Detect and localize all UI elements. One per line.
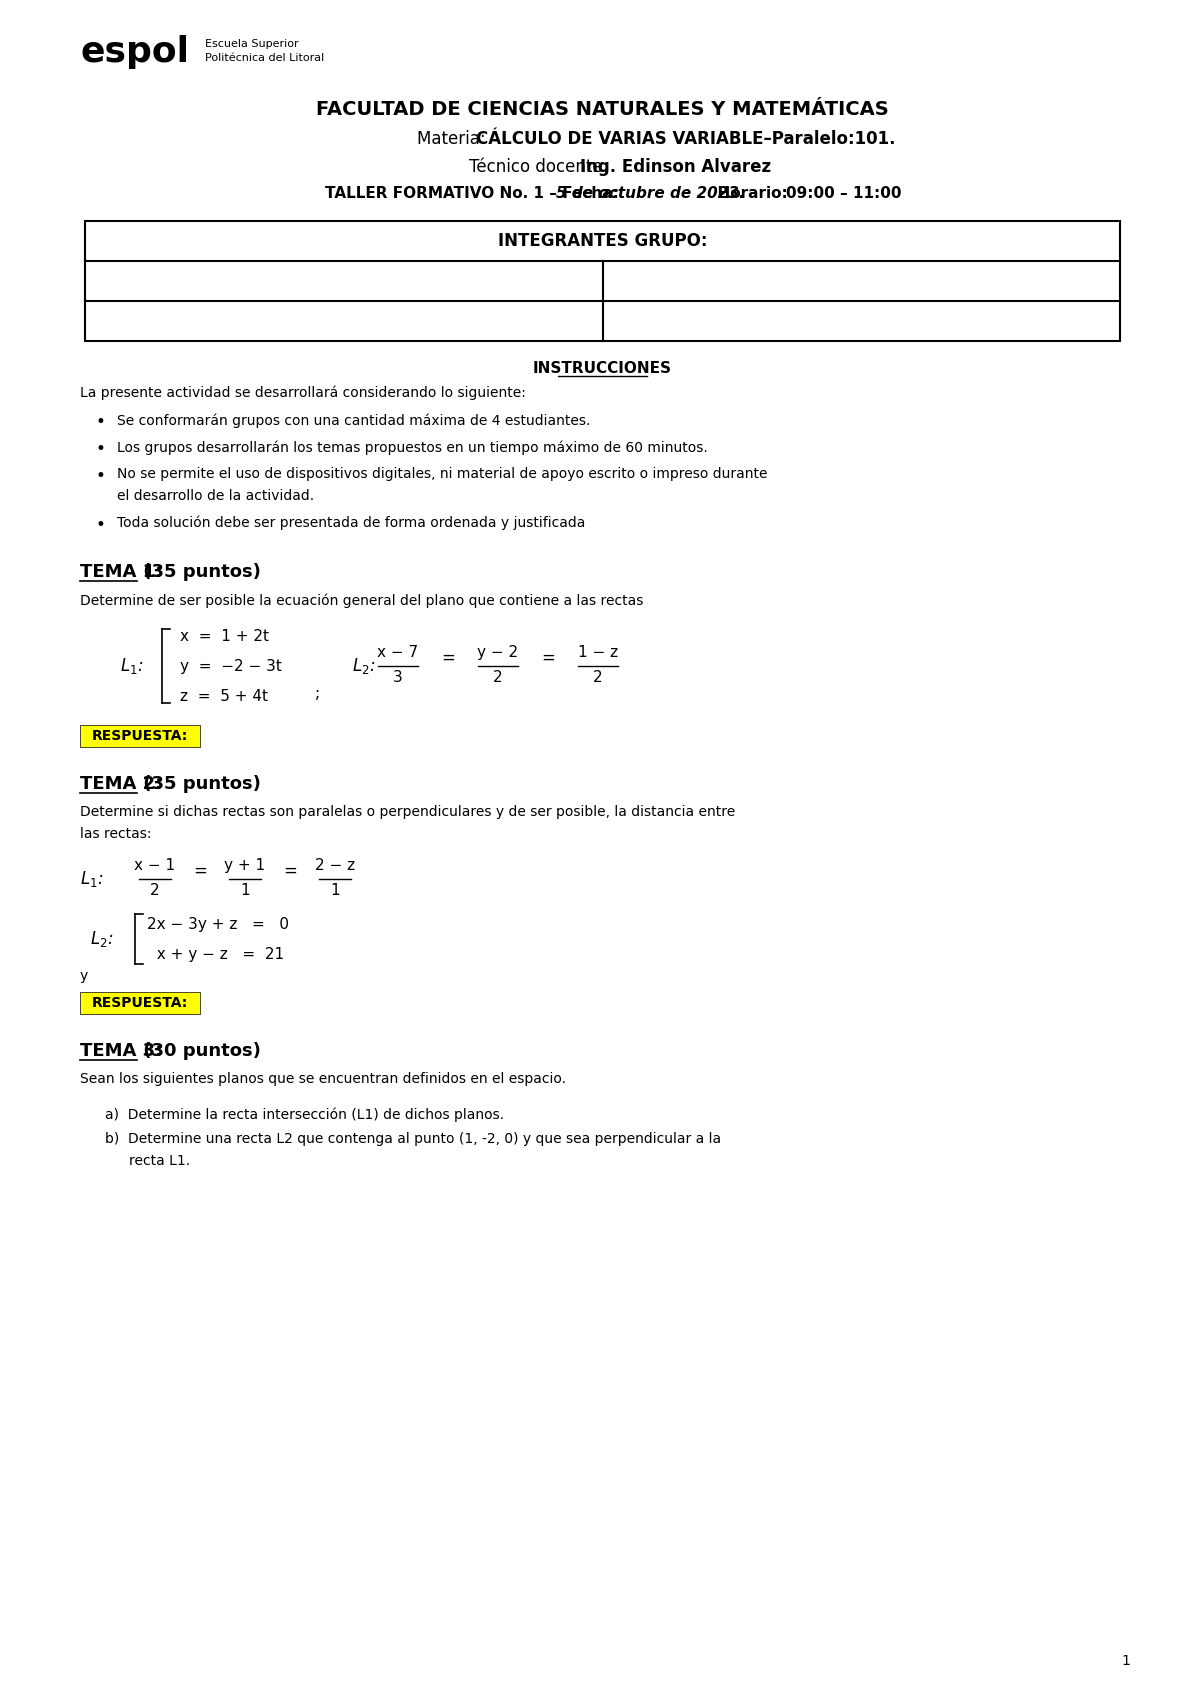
Text: espol: espol xyxy=(80,36,190,70)
Text: =: = xyxy=(193,863,206,880)
Text: x + y − z   =  21: x + y − z = 21 xyxy=(148,947,284,963)
Text: FACULTAD DE CIENCIAS NATURALES Y MATEMÁTICAS: FACULTAD DE CIENCIAS NATURALES Y MATEMÁT… xyxy=(316,100,889,119)
Text: Ing. Edinson Alvarez: Ing. Edinson Alvarez xyxy=(580,158,770,177)
Text: (35 puntos): (35 puntos) xyxy=(137,774,262,793)
Text: 1 − z: 1 − z xyxy=(578,645,618,661)
Text: CÁLCULO DE VARIAS VARIABLE–Paralelo:101.: CÁLCULO DE VARIAS VARIABLE–Paralelo:101. xyxy=(475,131,895,148)
Text: =: = xyxy=(442,649,455,667)
Text: TEMA 3:: TEMA 3: xyxy=(80,1043,162,1060)
Text: Toda solución debe ser presentada de forma ordenada y justificada: Toda solución debe ser presentada de for… xyxy=(118,516,586,530)
Text: x − 1: x − 1 xyxy=(134,857,175,873)
Text: y: y xyxy=(80,970,89,983)
Text: Escuela Superior
Politécnica del Litoral: Escuela Superior Politécnica del Litoral xyxy=(205,39,324,63)
Text: (30 puntos): (30 puntos) xyxy=(137,1043,262,1060)
Text: 1: 1 xyxy=(240,883,250,898)
Text: Se conformarán grupos con una cantidad máxima de 4 estudiantes.: Se conformarán grupos con una cantidad m… xyxy=(118,413,590,428)
Text: (35 puntos): (35 puntos) xyxy=(137,564,262,581)
Text: RESPUESTA:: RESPUESTA: xyxy=(92,728,188,744)
Text: TEMA 1:: TEMA 1: xyxy=(80,564,162,581)
Text: Técnico docente:: Técnico docente: xyxy=(469,158,614,177)
Bar xyxy=(80,992,200,1014)
Text: x  =  1 + 2t: x = 1 + 2t xyxy=(180,628,269,644)
Text: TALLER FORMATIVO No. 1 – Fecha:: TALLER FORMATIVO No. 1 – Fecha: xyxy=(325,187,624,200)
Text: 2: 2 xyxy=(493,671,503,684)
Text: x − 7: x − 7 xyxy=(378,645,419,661)
Text: La presente actividad se desarrollará considerando lo siguiente:: La presente actividad se desarrollará co… xyxy=(80,385,526,399)
Text: y + 1: y + 1 xyxy=(224,857,265,873)
Text: las rectas:: las rectas: xyxy=(80,827,151,841)
Text: 09:00 – 11:00: 09:00 – 11:00 xyxy=(786,187,901,200)
Text: recta L1.: recta L1. xyxy=(130,1155,190,1168)
Text: Sean los siguientes planos que se encuentran definidos en el espacio.: Sean los siguientes planos que se encuen… xyxy=(80,1071,566,1087)
Text: RESPUESTA:: RESPUESTA: xyxy=(92,997,188,1010)
Text: 3: 3 xyxy=(394,671,403,684)
Text: Determine de ser posible la ecuación general del plano que contiene a las rectas: Determine de ser posible la ecuación gen… xyxy=(80,593,643,608)
Text: TEMA 2:: TEMA 2: xyxy=(80,774,162,793)
Text: a)  Determine la recta intersección (L1) de dichos planos.: a) Determine la recta intersección (L1) … xyxy=(106,1107,504,1121)
Text: Los grupos desarrollarán los temas propuestos en un tiempo máximo de 60 minutos.: Los grupos desarrollarán los temas propu… xyxy=(118,440,708,455)
Text: 1: 1 xyxy=(1121,1654,1130,1667)
Text: No se permite el uso de dispositivos digitales, ni material de apoyo escrito o i: No se permite el uso de dispositivos dig… xyxy=(118,467,768,481)
Text: y − 2: y − 2 xyxy=(478,645,518,661)
Text: ;: ; xyxy=(314,686,320,701)
Text: $L_2$:: $L_2$: xyxy=(90,929,114,949)
Text: Horario:: Horario: xyxy=(707,187,793,200)
Text: •: • xyxy=(95,516,104,533)
Text: y  =  −2 − 3t: y = −2 − 3t xyxy=(180,659,282,674)
Text: •: • xyxy=(95,413,104,431)
Text: Determine si dichas rectas son paralelas o perpendiculares y de ser posible, la : Determine si dichas rectas son paralelas… xyxy=(80,805,736,818)
Text: INSTRUCCIONES: INSTRUCCIONES xyxy=(533,362,672,375)
Text: =: = xyxy=(541,649,554,667)
Text: 2: 2 xyxy=(593,671,602,684)
Text: INTEGRANTES GRUPO:: INTEGRANTES GRUPO: xyxy=(498,233,707,250)
Text: 2x − 3y + z   =   0: 2x − 3y + z = 0 xyxy=(148,917,289,932)
Text: el desarrollo de la actividad.: el desarrollo de la actividad. xyxy=(118,489,314,503)
Text: b)  Determine una recta L2 que contenga al punto (1, -2, 0) y que sea perpendicu: b) Determine una recta L2 que contenga a… xyxy=(106,1133,721,1146)
Text: 1: 1 xyxy=(330,883,340,898)
Text: 5 de octubre de 2023.: 5 de octubre de 2023. xyxy=(556,187,744,200)
Bar xyxy=(80,725,200,747)
Text: 2: 2 xyxy=(150,883,160,898)
Text: $L_1$:: $L_1$: xyxy=(120,655,144,676)
Bar xyxy=(85,221,1120,341)
Text: =: = xyxy=(283,863,296,880)
Text: $L_1$:: $L_1$: xyxy=(80,869,103,890)
Text: Materia:: Materia: xyxy=(418,131,491,148)
Text: z  =  5 + 4t: z = 5 + 4t xyxy=(180,689,268,705)
Text: $L_2$:: $L_2$: xyxy=(352,655,376,676)
Text: •: • xyxy=(95,440,104,458)
Text: •: • xyxy=(95,467,104,486)
Text: 2 − z: 2 − z xyxy=(314,857,355,873)
